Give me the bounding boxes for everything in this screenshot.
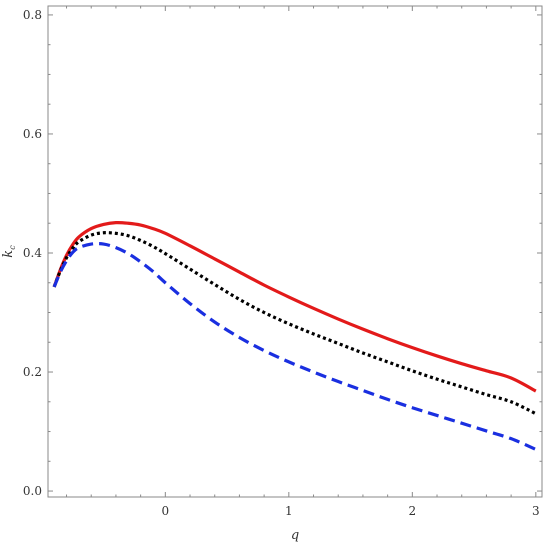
series-line-solid xyxy=(52,220,537,393)
y-axis-title-subscript: c xyxy=(8,245,17,250)
series-line-dashed xyxy=(52,242,537,451)
y-tick-label: 0.4 xyxy=(23,246,42,260)
x-tick-label: 1 xyxy=(285,504,293,518)
y-tick-label: 0.0 xyxy=(23,484,42,498)
plot-border xyxy=(47,5,543,498)
x-tick-label: 3 xyxy=(532,504,540,518)
y-tick-label: 0.8 xyxy=(23,8,42,22)
series-line-dotted xyxy=(52,231,537,416)
y-tick-label: 0.2 xyxy=(23,365,42,379)
x-tick-label: 2 xyxy=(409,504,417,518)
axis-ticks: 0 1 2 3 0.0 0.2 0.4 0.6 0.8 xyxy=(23,6,542,518)
y-tick-label: 0.6 xyxy=(23,127,42,141)
plot-frame xyxy=(47,5,543,498)
series-layer xyxy=(52,220,537,451)
y-axis-title-main: k xyxy=(1,250,16,258)
x-axis-title: q xyxy=(291,528,299,543)
x-tick-label: 0 xyxy=(162,504,170,518)
y-axis-title: kc xyxy=(1,245,17,258)
